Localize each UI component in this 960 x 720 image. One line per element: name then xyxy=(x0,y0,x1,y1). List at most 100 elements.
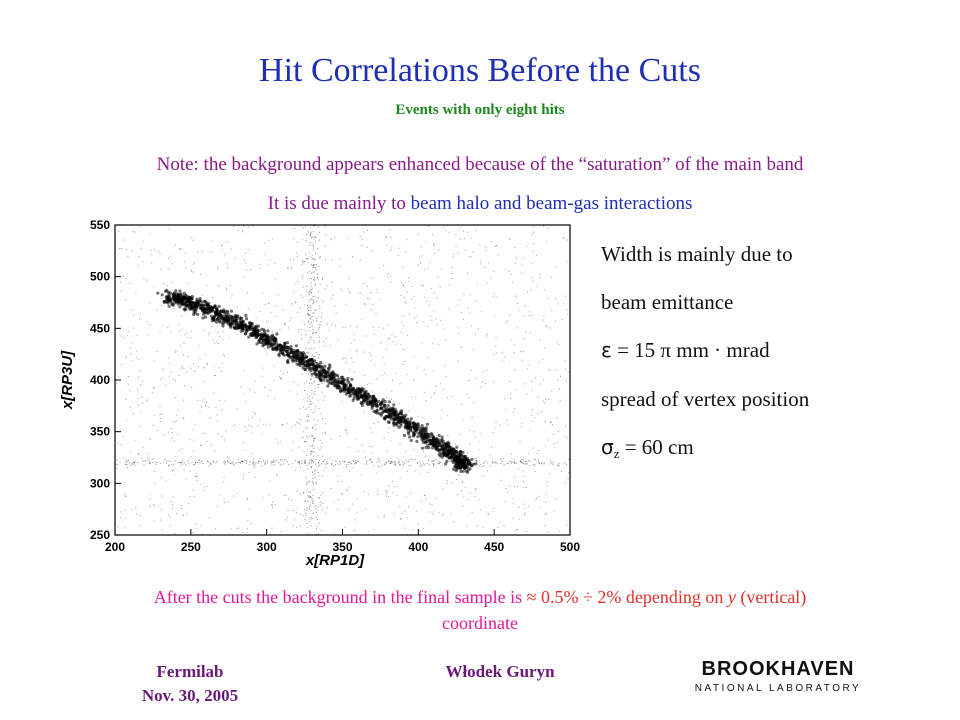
scatter-point xyxy=(417,462,419,464)
scatter-point xyxy=(300,361,302,363)
scatter-point xyxy=(447,435,449,437)
scatter-point xyxy=(452,447,456,451)
scatter-point xyxy=(311,389,313,392)
scatter-point xyxy=(512,498,514,500)
scatter-point xyxy=(567,478,569,480)
scatter-point xyxy=(221,245,223,247)
scatter-point xyxy=(379,267,381,269)
scatter-point xyxy=(500,459,502,461)
scatter-point xyxy=(292,348,296,352)
scatter-point xyxy=(137,453,140,455)
scatter-point xyxy=(312,481,314,484)
scatter-point xyxy=(428,464,431,466)
scatter-point xyxy=(402,464,405,466)
scatter-point xyxy=(415,322,418,324)
scatter-point xyxy=(442,388,445,391)
scatter-point xyxy=(317,316,319,318)
scatter-point xyxy=(306,258,308,260)
scatter-point xyxy=(139,525,141,527)
scatter-point xyxy=(424,455,426,457)
scatter-point xyxy=(402,324,404,326)
scatter-point xyxy=(224,400,226,402)
scatter-point xyxy=(261,342,263,344)
scatter-point xyxy=(205,404,207,406)
scatter-point xyxy=(120,444,122,446)
scatter-point xyxy=(526,291,528,293)
scatter-point xyxy=(486,333,488,335)
scatter-point xyxy=(120,517,122,519)
scatter-point xyxy=(382,405,387,409)
scatter-point xyxy=(139,425,141,427)
scatter-point xyxy=(326,323,328,325)
scatter-point xyxy=(233,323,235,325)
scatter-point xyxy=(397,412,401,416)
scatter-point xyxy=(181,248,183,251)
scatter-point xyxy=(419,465,421,467)
scatter-point xyxy=(346,431,348,433)
scatter-point xyxy=(529,465,531,467)
scatter-point xyxy=(163,461,165,463)
scatter-point xyxy=(173,440,176,442)
scatter-point xyxy=(325,338,327,340)
scatter-point xyxy=(510,453,512,455)
scatter-point xyxy=(271,346,275,350)
scatter-point xyxy=(310,450,312,452)
scatter-point xyxy=(149,493,151,495)
scatter-point xyxy=(485,246,487,248)
scatter-point xyxy=(133,231,136,233)
scatter-point xyxy=(537,412,539,414)
scatter-point xyxy=(308,271,311,273)
scatter-point xyxy=(247,308,249,310)
scatter-point xyxy=(277,442,279,444)
scatter-point xyxy=(311,392,313,395)
scatter-point xyxy=(307,365,309,367)
scatter-point xyxy=(454,469,458,473)
scatter-point xyxy=(545,501,547,503)
scatter-point xyxy=(525,331,527,333)
scatter-point xyxy=(139,318,141,320)
scatter-point xyxy=(316,273,319,275)
scatter-point xyxy=(317,362,321,366)
scatter-point xyxy=(272,460,274,462)
scatter-point xyxy=(198,299,202,303)
scatter-point xyxy=(371,250,373,252)
scatter-point xyxy=(324,364,326,366)
scatter-point xyxy=(403,422,405,424)
scatter-point xyxy=(272,238,274,240)
scatter-point xyxy=(318,374,320,376)
scatter-point xyxy=(185,267,187,269)
scatter-point xyxy=(145,400,147,402)
scatter-point xyxy=(308,508,311,510)
scatter-point xyxy=(179,464,181,467)
scatter-point xyxy=(442,226,444,228)
scatter-point xyxy=(403,296,405,299)
scatter-point xyxy=(243,393,245,395)
scatter-point xyxy=(558,464,560,466)
scatter-point xyxy=(199,462,201,464)
scatter-point xyxy=(557,303,559,305)
scatter-point xyxy=(237,317,241,321)
scatter-point xyxy=(212,460,214,462)
scatter-point xyxy=(174,421,176,423)
scatter-point xyxy=(218,320,222,324)
scatter-point xyxy=(306,304,308,306)
scatter-point xyxy=(398,464,400,466)
scatter-point xyxy=(448,231,450,233)
scatter-point xyxy=(362,399,366,403)
scatter-point xyxy=(211,297,214,299)
scatter-point xyxy=(421,255,423,257)
scatter-point xyxy=(333,501,335,503)
scatter-point xyxy=(523,315,526,318)
scatter-point xyxy=(519,441,521,443)
scatter-point xyxy=(519,460,521,462)
scatter-point xyxy=(294,283,296,285)
hit-correlation-plot: 200 250 300 350 400 450 5002503003504004505005… xyxy=(60,218,580,569)
scatter-point xyxy=(306,366,308,368)
scatter-point xyxy=(307,313,309,315)
scatter-point xyxy=(177,433,179,435)
scatter-point xyxy=(177,461,179,464)
scatter-point xyxy=(296,241,298,243)
scatter-point xyxy=(551,276,553,278)
scatter-point xyxy=(424,268,426,270)
scatter-point xyxy=(267,395,269,397)
